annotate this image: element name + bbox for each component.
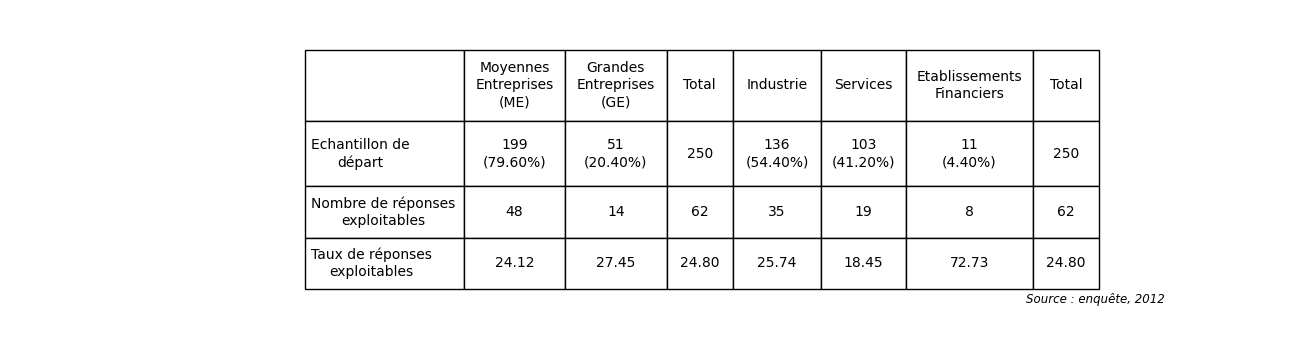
Text: 11
(4.40%): 11 (4.40%) bbox=[942, 138, 997, 169]
Text: Echantillon de
départ: Echantillon de départ bbox=[311, 138, 410, 170]
Text: 250: 250 bbox=[1053, 147, 1079, 161]
Bar bbox=[667, 186, 733, 237]
Bar bbox=[565, 186, 667, 237]
Bar bbox=[906, 50, 1032, 121]
Text: Etablissements
Financiers: Etablissements Financiers bbox=[916, 70, 1022, 101]
Text: Industrie: Industrie bbox=[746, 78, 808, 92]
Bar bbox=[906, 186, 1032, 237]
Bar bbox=[821, 186, 906, 237]
Text: Grandes
Entreprises
(GE): Grandes Entreprises (GE) bbox=[577, 61, 655, 110]
Text: 24.12: 24.12 bbox=[495, 256, 534, 270]
Bar bbox=[304, 121, 463, 186]
Bar bbox=[1032, 186, 1099, 237]
Text: Taux de réponses
exploitables: Taux de réponses exploitables bbox=[311, 247, 432, 279]
Text: 24.80: 24.80 bbox=[680, 256, 719, 270]
Bar bbox=[733, 50, 821, 121]
Bar bbox=[565, 237, 667, 289]
Bar bbox=[906, 237, 1032, 289]
Text: Source : enquête, 2012: Source : enquête, 2012 bbox=[1026, 293, 1164, 306]
Text: Moyennes
Entreprises
(ME): Moyennes Entreprises (ME) bbox=[475, 61, 553, 110]
Text: 25.74: 25.74 bbox=[757, 256, 797, 270]
Text: 199
(79.60%): 199 (79.60%) bbox=[483, 138, 547, 169]
Bar bbox=[565, 121, 667, 186]
Bar bbox=[463, 50, 565, 121]
Text: 62: 62 bbox=[1057, 205, 1075, 219]
Bar bbox=[667, 121, 733, 186]
Bar bbox=[906, 121, 1032, 186]
Bar bbox=[821, 50, 906, 121]
Text: 24.80: 24.80 bbox=[1047, 256, 1086, 270]
Bar bbox=[565, 50, 667, 121]
Bar bbox=[304, 186, 463, 237]
Bar bbox=[821, 121, 906, 186]
Bar bbox=[667, 237, 733, 289]
Bar bbox=[304, 50, 463, 121]
Text: 136
(54.40%): 136 (54.40%) bbox=[745, 138, 809, 169]
Text: Nombre de réponses
exploitables: Nombre de réponses exploitables bbox=[311, 196, 455, 228]
Text: 48: 48 bbox=[505, 205, 523, 219]
Text: 14: 14 bbox=[607, 205, 625, 219]
Text: 8: 8 bbox=[964, 205, 974, 219]
Text: 250: 250 bbox=[686, 147, 713, 161]
Bar bbox=[821, 237, 906, 289]
Bar bbox=[463, 237, 565, 289]
Text: 62: 62 bbox=[690, 205, 709, 219]
Bar bbox=[1032, 121, 1099, 186]
Bar bbox=[733, 186, 821, 237]
Text: 19: 19 bbox=[855, 205, 872, 219]
Text: Services: Services bbox=[834, 78, 893, 92]
Bar bbox=[463, 121, 565, 186]
Bar bbox=[733, 237, 821, 289]
Bar bbox=[304, 237, 463, 289]
Text: Total: Total bbox=[1049, 78, 1082, 92]
Text: 35: 35 bbox=[769, 205, 786, 219]
Text: 72.73: 72.73 bbox=[950, 256, 989, 270]
Bar bbox=[1032, 237, 1099, 289]
Bar bbox=[463, 186, 565, 237]
Bar bbox=[667, 50, 733, 121]
Text: 103
(41.20%): 103 (41.20%) bbox=[831, 138, 895, 169]
Text: Total: Total bbox=[684, 78, 716, 92]
Bar bbox=[733, 121, 821, 186]
Text: 51
(20.40%): 51 (20.40%) bbox=[585, 138, 647, 169]
Text: 27.45: 27.45 bbox=[596, 256, 636, 270]
Text: 18.45: 18.45 bbox=[844, 256, 883, 270]
Bar bbox=[1032, 50, 1099, 121]
